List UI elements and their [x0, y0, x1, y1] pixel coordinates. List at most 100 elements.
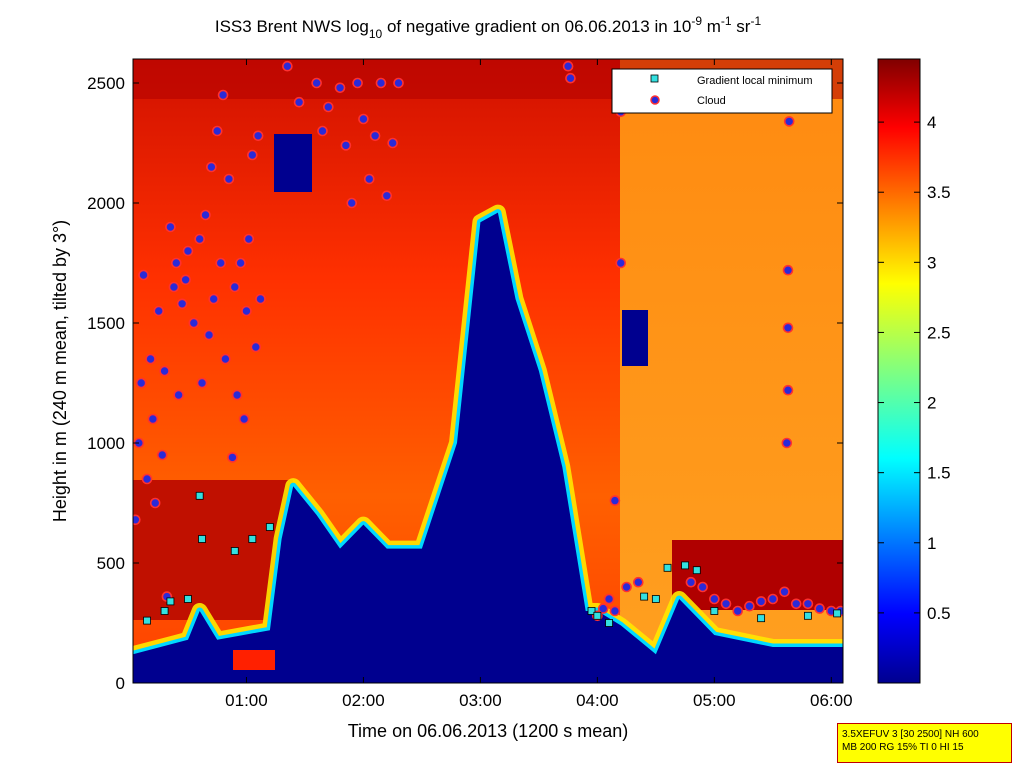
- x-tick-label: 01:00: [225, 691, 268, 710]
- cloud-marker: [200, 209, 211, 221]
- cloud-marker: [250, 341, 262, 353]
- cloud-marker: [135, 377, 147, 389]
- cloud-marker: [633, 576, 644, 588]
- gradient-minimum-marker: [663, 563, 672, 572]
- cloud-marker: [767, 593, 779, 605]
- red-patch-low: [233, 650, 275, 670]
- gradient-minimum-marker: [640, 592, 649, 601]
- cloud-marker: [133, 514, 141, 526]
- cloud-marker: [156, 449, 168, 461]
- gradient-minimum-marker: [833, 609, 842, 618]
- cloud-marker: [369, 130, 381, 142]
- heatmap-area: [133, 59, 843, 683]
- cloud-marker: [609, 495, 621, 506]
- colorbar-tick-label: 1.5: [927, 464, 951, 483]
- cloud-marker: [565, 72, 576, 84]
- cloud-marker: [182, 245, 194, 257]
- legend-marker-gradient-minimum: [650, 74, 659, 83]
- gradient-minimum-marker: [710, 607, 719, 615]
- colorbar-tick-label: 0.5: [927, 604, 951, 623]
- cloud-marker: [293, 96, 305, 108]
- cloud-marker: [363, 173, 375, 185]
- cloud-marker: [149, 497, 161, 509]
- blue-patch-2100m: [274, 134, 312, 192]
- cloud-marker: [227, 452, 238, 463]
- low-gradient-region: [133, 204, 843, 683]
- cloud-marker: [782, 264, 794, 276]
- cloud-marker: [173, 389, 184, 401]
- cloud-marker: [352, 77, 363, 89]
- cloud-marker: [252, 130, 264, 142]
- cloud-marker: [615, 257, 627, 269]
- cloud-marker: [358, 113, 369, 125]
- cloud-marker: [375, 77, 387, 89]
- colorbar-tick-label: 1: [927, 534, 936, 553]
- plot-frame: [132, 58, 844, 684]
- gradient-minimum-marker: [143, 616, 151, 625]
- legend-box: [611, 68, 833, 114]
- gradient-minimum-marker: [587, 607, 596, 615]
- cloud-marker: [282, 60, 293, 72]
- gradient-minimum-marker: [605, 619, 613, 627]
- cloud-marker: [215, 257, 227, 269]
- cloud-marker: [685, 576, 697, 588]
- legend-label-cloud: Cloud: [697, 95, 726, 107]
- cloud-marker: [709, 593, 720, 605]
- cloud-marker: [180, 274, 191, 286]
- cloud-marker: [141, 473, 153, 485]
- cloud-marker: [223, 173, 235, 185]
- colorbar-tick-label: 3: [927, 253, 936, 272]
- x-tick-label: 03:00: [459, 691, 502, 710]
- cloud-marker: [334, 82, 346, 94]
- cloud-marker: [387, 137, 398, 149]
- cloud-marker: [196, 377, 208, 389]
- x-tick-label: 05:00: [693, 691, 736, 710]
- cloud-marker: [311, 77, 322, 89]
- settings-info-box: 3.5XEFUV 3 [30 2500] NH 600 MB 200 RG 15…: [837, 723, 1012, 763]
- cloud-marker: [782, 384, 794, 396]
- cloud-marker: [145, 353, 156, 365]
- cloud-marker: [243, 233, 255, 245]
- cloud-marker: [783, 116, 795, 127]
- colorbar-ticks: 0.5 1 1.5 2 2.5 3 3.5 4: [878, 113, 951, 623]
- cloud-marker: [381, 190, 393, 202]
- cloud-marker: [217, 89, 229, 101]
- cloud-marker: [220, 353, 231, 365]
- cloud-marker: [153, 305, 165, 317]
- gradient-minimum-marker: [184, 595, 192, 603]
- cloud-marker: [203, 329, 215, 341]
- cloud-marker: [317, 125, 328, 137]
- marker-layer: [133, 60, 843, 627]
- cloud-marker: [229, 281, 241, 293]
- gradient-minimum-marker: [681, 561, 689, 570]
- cloud-marker: [621, 581, 632, 593]
- cloud-marker: [194, 233, 205, 245]
- cloud-marker: [188, 317, 200, 329]
- cloud-marker: [781, 437, 793, 449]
- x-tick-label: 06:00: [810, 691, 853, 710]
- low-region-fill: [133, 212, 843, 683]
- cloud-marker: [147, 413, 159, 425]
- x-axis: 01:00 02:00 03:00 04:00 05:00 06:00: [225, 59, 853, 710]
- cloud-marker: [241, 305, 252, 317]
- cloud-marker: [790, 598, 802, 610]
- cloud-marker: [755, 596, 767, 607]
- gradient-minimum-marker: [166, 597, 175, 606]
- x-tick-label: 04:00: [576, 691, 619, 710]
- cloud-marker: [211, 125, 223, 137]
- cloud-marker: [323, 101, 334, 113]
- legend-marker-cloud: [650, 95, 660, 105]
- cloud-marker: [720, 598, 732, 610]
- colorbar-tick-label: 4: [927, 113, 936, 132]
- y-tick-label: 500: [97, 554, 125, 573]
- cloud-marker: [255, 293, 266, 305]
- cloud-marker: [609, 605, 621, 617]
- y-axis: 0 500 1000 1500 2000 2500: [87, 74, 843, 693]
- legend: Gradient local minimum Cloud: [611, 68, 833, 114]
- cloud-marker: [231, 389, 243, 401]
- y-tick-label: 0: [116, 674, 125, 693]
- cloud-marker: [238, 413, 250, 425]
- y-axis-label: Height in m (240 m mean, tilted by 3°): [50, 220, 70, 522]
- cloud-marker: [208, 293, 220, 305]
